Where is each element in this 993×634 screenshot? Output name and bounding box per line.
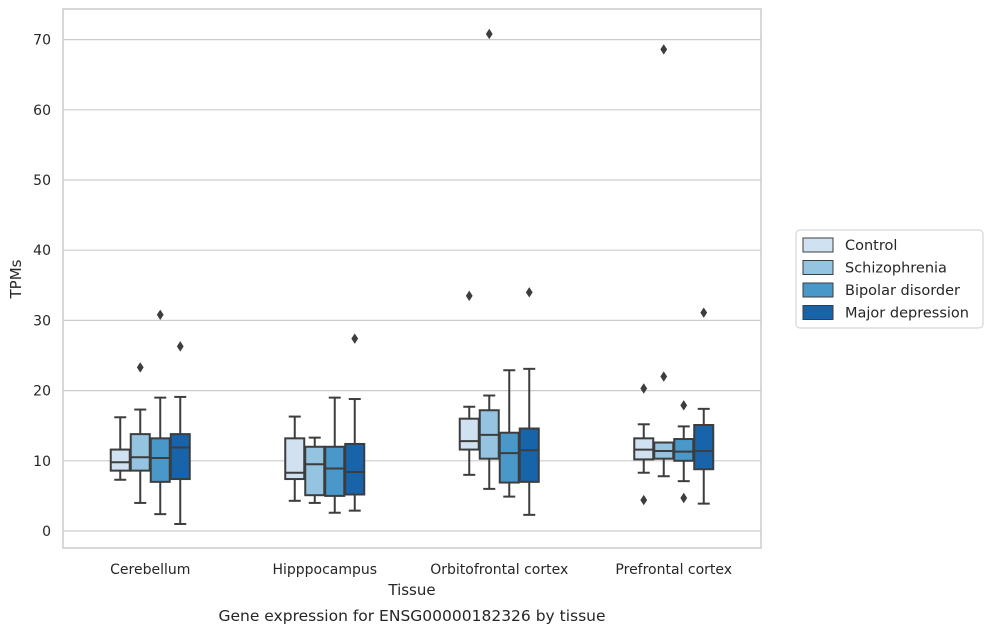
x-tick-label: Cerebellum: [110, 562, 190, 578]
box: [109, 448, 131, 472]
box-group: [653, 44, 675, 478]
box: [458, 417, 480, 451]
outlier-point: [700, 307, 708, 318]
outlier-point: [351, 333, 359, 344]
box-group: [149, 309, 171, 516]
y-tick-label: 60: [33, 103, 51, 119]
box: [693, 423, 715, 471]
box: [169, 433, 191, 481]
box-group: [673, 400, 695, 504]
y-tick-label: 0: [42, 524, 51, 540]
legend-label: Control: [845, 238, 897, 254]
legend: Control Schizophrenia Bipolar disorder Majo…: [795, 229, 984, 329]
box-group: [109, 416, 131, 481]
y-tick-labels: 0 10 20 30 40 50 60 70: [33, 33, 51, 540]
box-group: [129, 362, 151, 504]
outlier-point: [640, 383, 648, 394]
outlier-point: [525, 287, 533, 298]
box-group: [518, 287, 540, 516]
x-tick-labels: Cerebellum Hipppocampus Orbitofrontal cort…: [110, 562, 732, 578]
legend-label: Major depression: [845, 306, 969, 322]
outlier-point: [680, 492, 688, 504]
plot-frame: [62, 8, 762, 549]
box-group: [498, 369, 520, 498]
outlier-point: [176, 341, 184, 352]
boxplot-layer: [109, 28, 715, 525]
legend-label: Schizophrenia: [845, 261, 947, 277]
box: [518, 427, 540, 483]
box-group: [169, 341, 191, 525]
outlier-point: [680, 400, 688, 411]
x-tick-label: Prefrontal cortex: [615, 562, 732, 578]
outlier-point: [640, 494, 648, 506]
outlier-point: [660, 371, 668, 382]
legend-swatch: [802, 305, 834, 320]
chart-caption: Gene expression for ENSG00000182326 by t…: [218, 607, 605, 625]
box-group: [693, 307, 715, 505]
y-tick-label: 70: [33, 33, 51, 49]
outlier-point: [485, 28, 493, 40]
outlier-point: [465, 290, 473, 302]
box: [498, 431, 520, 484]
outlier-point: [660, 44, 668, 55]
box-group: [633, 383, 655, 506]
box: [324, 445, 346, 497]
outlier-point: [136, 362, 144, 373]
x-tick-label: Orbitofrontal cortex: [430, 562, 568, 578]
box-group: [458, 290, 480, 476]
legend-swatch: [802, 282, 834, 298]
y-tick-label: 40: [33, 243, 51, 259]
outlier-point: [156, 309, 164, 320]
y-tick-label: 20: [33, 384, 51, 400]
y-tick-label: 10: [33, 454, 51, 470]
box: [149, 437, 171, 483]
legend-label: Bipolar disorder: [845, 283, 960, 299]
x-axis-label: Tissue: [387, 581, 435, 599]
legend-swatch: [802, 260, 834, 275]
y-tick-label: 30: [33, 313, 51, 329]
y-axis-label: TPMs: [7, 259, 25, 299]
box: [673, 438, 695, 462]
box: [344, 442, 366, 496]
box: [304, 445, 326, 497]
x-tick-label: Hipppocampus: [272, 562, 377, 578]
box-group: [284, 415, 306, 502]
box-group: [478, 28, 500, 490]
box-group: [304, 436, 326, 504]
legend-swatch: [802, 237, 834, 253]
box: [129, 433, 151, 472]
legend-frame: [795, 229, 984, 329]
box-group: [324, 396, 346, 514]
box-group: [344, 333, 366, 512]
y-tick-label: 50: [33, 173, 51, 189]
